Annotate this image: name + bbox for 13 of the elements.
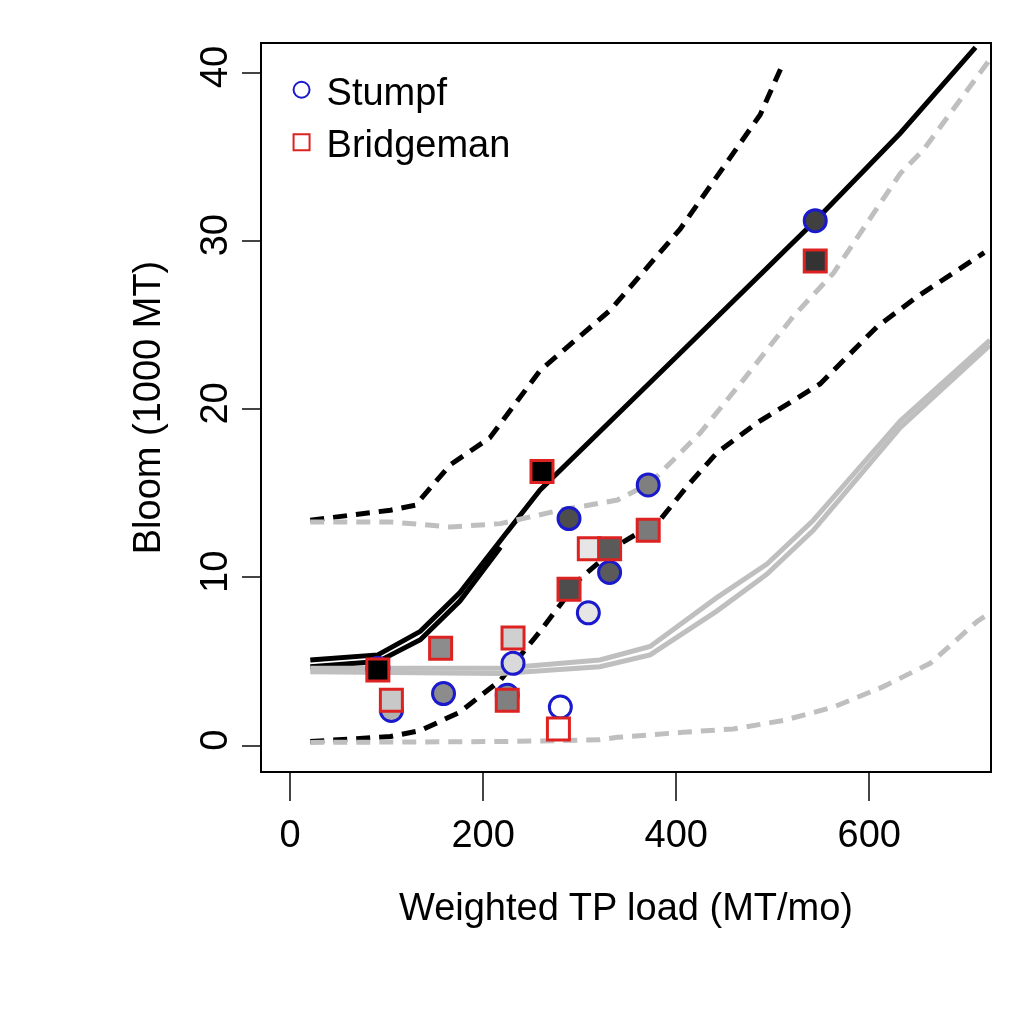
y-axis-title: Bloom (1000 MT) xyxy=(126,260,169,555)
x-tick-label: 600 xyxy=(837,812,902,855)
x-tick-label: 400 xyxy=(644,812,708,855)
x-axis-title: Weighted TP load (MT/mo) xyxy=(398,886,854,929)
y-tick-label: 0 xyxy=(192,729,235,751)
y-tick-label: 30 xyxy=(192,214,235,257)
y-tick-label: 10 xyxy=(192,550,235,593)
x-tick-label: 0 xyxy=(279,812,301,855)
legend-label: Stumpf xyxy=(326,70,448,113)
x-tick-label: 200 xyxy=(451,812,515,855)
y-tick-label: 40 xyxy=(192,45,235,89)
legend-label: Bridgeman xyxy=(326,122,511,165)
y-tick-label: 20 xyxy=(192,382,235,425)
